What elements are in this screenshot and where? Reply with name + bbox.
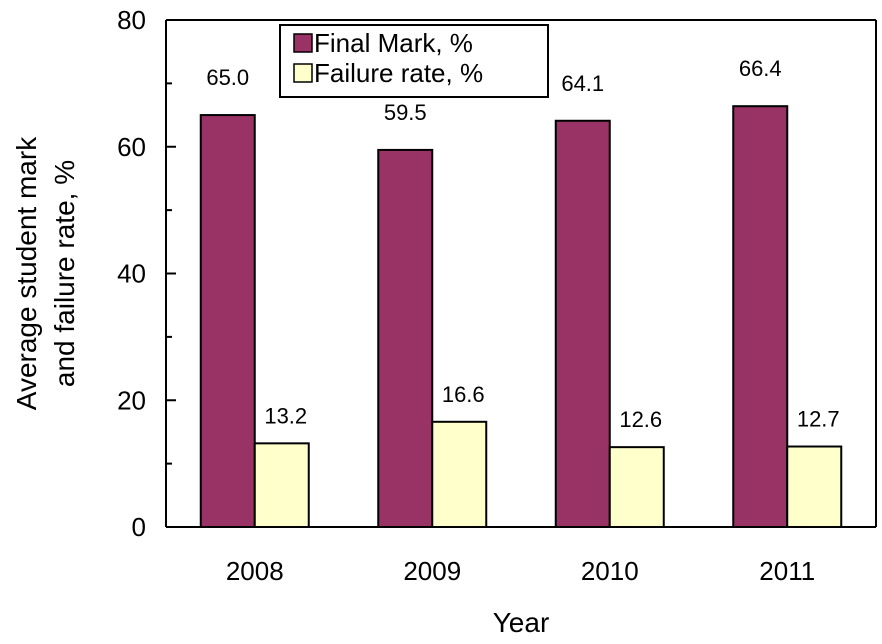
y-tick-label: 20 (117, 385, 146, 415)
legend-label-final-mark: Final Mark, % (314, 28, 473, 58)
bars-layer (199, 105, 843, 529)
x-tick-label: 2011 (759, 556, 815, 586)
data-label-final-mark-2011: 66.4 (739, 56, 782, 81)
data-label-failure-rate-2010: 12.6 (619, 407, 662, 432)
data-label-failure-rate-2011: 12.7 (797, 407, 840, 432)
x-ticks: 2008 2009 2010 2011 (226, 556, 815, 586)
x-axis-title: Year (493, 607, 550, 638)
x-tick-label: 2008 (226, 556, 284, 586)
y-tick-label: 80 (117, 5, 146, 35)
legend: Final Mark, % Failure rate, % (279, 24, 549, 98)
y-axis-title: Average student mark and failure rate, % (11, 136, 80, 410)
data-label-final-mark-2009: 59.5 (384, 100, 427, 125)
data-label-failure-rate-2009: 16.6 (442, 382, 485, 407)
bar-failure-rate-2009 (431, 420, 488, 528)
bar-final-mark-2009 (377, 148, 434, 528)
y-axis-title-line-1: Average student mark (11, 136, 42, 410)
bar-failure-rate-2008 (253, 442, 310, 528)
x-tick-label: 2009 (403, 556, 461, 586)
legend-swatch-final-mark (293, 33, 313, 53)
y-axis-title-line-2: and failure rate, % (49, 160, 80, 387)
y-tick-label: 60 (117, 132, 146, 162)
legend-box (279, 24, 549, 98)
legend-swatch-failure-rate (293, 63, 313, 83)
y-tick-label: 40 (117, 259, 146, 289)
bar-final-mark-2008 (199, 114, 256, 528)
bar-failure-rate-2011 (786, 445, 843, 529)
bar-final-mark-2010 (554, 119, 611, 529)
legend-label-failure-rate: Failure rate, % (314, 58, 483, 88)
data-label-final-mark-2010: 64.1 (561, 71, 604, 96)
bar-failure-rate-2010 (608, 446, 665, 528)
data-label-final-mark-2008: 65.0 (206, 65, 249, 90)
data-labels-layer: 65.0 13.2 59.5 16.6 64.1 12.6 66.4 12.7 (206, 56, 839, 432)
bar-final-mark-2011 (732, 105, 789, 528)
data-label-failure-rate-2008: 13.2 (264, 403, 307, 428)
y-tick-label: 0 (132, 512, 146, 542)
y-ticks: 0 20 40 60 80 (117, 5, 176, 542)
x-tick-label: 2010 (581, 556, 639, 586)
